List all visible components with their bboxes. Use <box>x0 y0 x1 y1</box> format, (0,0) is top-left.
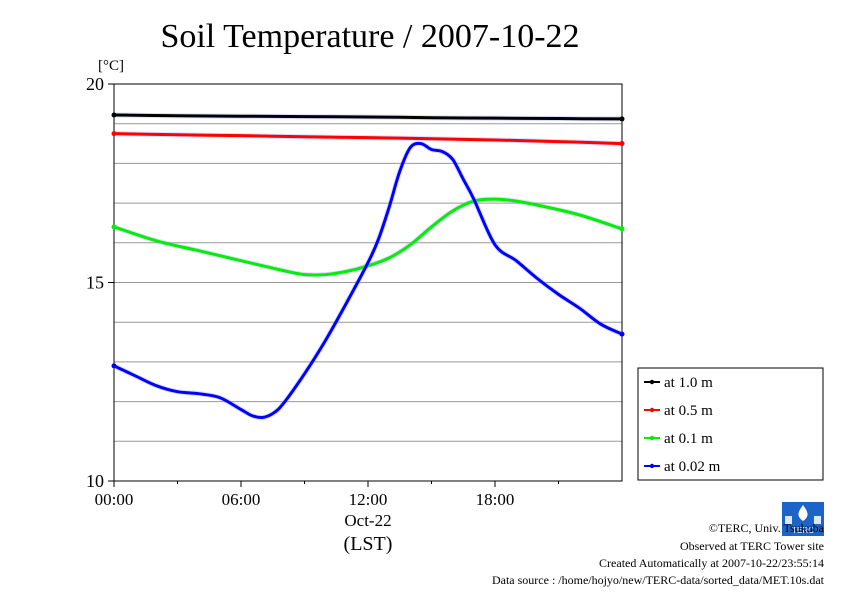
legend-box <box>637 367 824 481</box>
chart-gridlines <box>114 123 622 442</box>
series-start-point-0 <box>111 112 117 118</box>
series-end-point-0 <box>619 116 625 122</box>
legend-swatch-marker <box>649 379 655 385</box>
x-tick-label: 06:00 <box>222 490 261 509</box>
series-end-point-2 <box>619 226 625 232</box>
y-tick-label: 10 <box>86 471 104 491</box>
terc-logo: TERC <box>782 502 824 536</box>
series-halo-3 <box>111 140 625 421</box>
copyright-text: ©TERC, Univ. Tsukuba <box>708 521 824 535</box>
y-tick-label: 15 <box>86 273 104 293</box>
legend-label: at 1.0 m <box>664 375 713 391</box>
series-line-1 <box>112 132 624 146</box>
x-axis-date-label: Oct-22 <box>344 511 391 530</box>
series-line-2 <box>112 197 624 277</box>
series-end-point-1 <box>619 141 625 147</box>
series-line-3 <box>112 141 624 420</box>
x-tick-label: 18:00 <box>476 490 515 509</box>
terc-logo-icon: TERC <box>782 502 824 536</box>
x-axis-ticks: 00:00 06:00 12:00 18:00 <box>95 481 559 509</box>
series-end-point-3 <box>619 331 625 337</box>
legend-swatch-marker <box>649 463 655 469</box>
series-start-point-1 <box>111 131 117 137</box>
chart-legend: at 1.0 m at 0.5 m at 0.1 m at 0.02 m <box>637 367 824 481</box>
series-start-point-3 <box>111 363 117 369</box>
created-timestamp-text: Created Automatically at 2007-10-22/23:5… <box>599 556 824 570</box>
legend-label: at 0.1 m <box>664 431 713 447</box>
y-tick-label: 20 <box>86 74 104 94</box>
terc-logo-text: TERC <box>792 526 814 535</box>
chart-title: Soil Temperature / 2007-10-22 <box>160 18 579 55</box>
y-axis-ticks: 20 15 10 <box>86 74 114 491</box>
x-tick-label: 00:00 <box>95 490 134 509</box>
legend-label: at 0.5 m <box>664 403 713 419</box>
series-line-0 <box>112 113 624 121</box>
x-tick-label: 12:00 <box>349 490 388 509</box>
legend-swatch-marker <box>649 435 655 441</box>
series-lines <box>111 112 625 421</box>
series-start-point-2 <box>111 224 117 230</box>
observed-site-text: Observed at TERC Tower site <box>679 539 824 553</box>
legend-label: at 0.02 m <box>664 459 721 475</box>
data-source-text: Data source : /home/hojyo/new/TERC-data/… <box>491 573 824 587</box>
x-axis-label: (LST) <box>344 533 393 555</box>
legend-swatch-marker <box>649 407 655 413</box>
y-axis-label: [°C] <box>98 58 124 74</box>
